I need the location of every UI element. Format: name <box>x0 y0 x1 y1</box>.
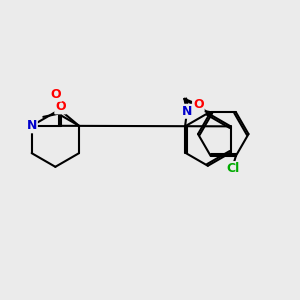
Text: N: N <box>182 105 192 118</box>
Text: O: O <box>193 98 204 111</box>
Text: O: O <box>55 100 66 113</box>
Text: N: N <box>26 119 37 132</box>
Text: Cl: Cl <box>226 162 240 175</box>
Text: O: O <box>51 88 61 101</box>
